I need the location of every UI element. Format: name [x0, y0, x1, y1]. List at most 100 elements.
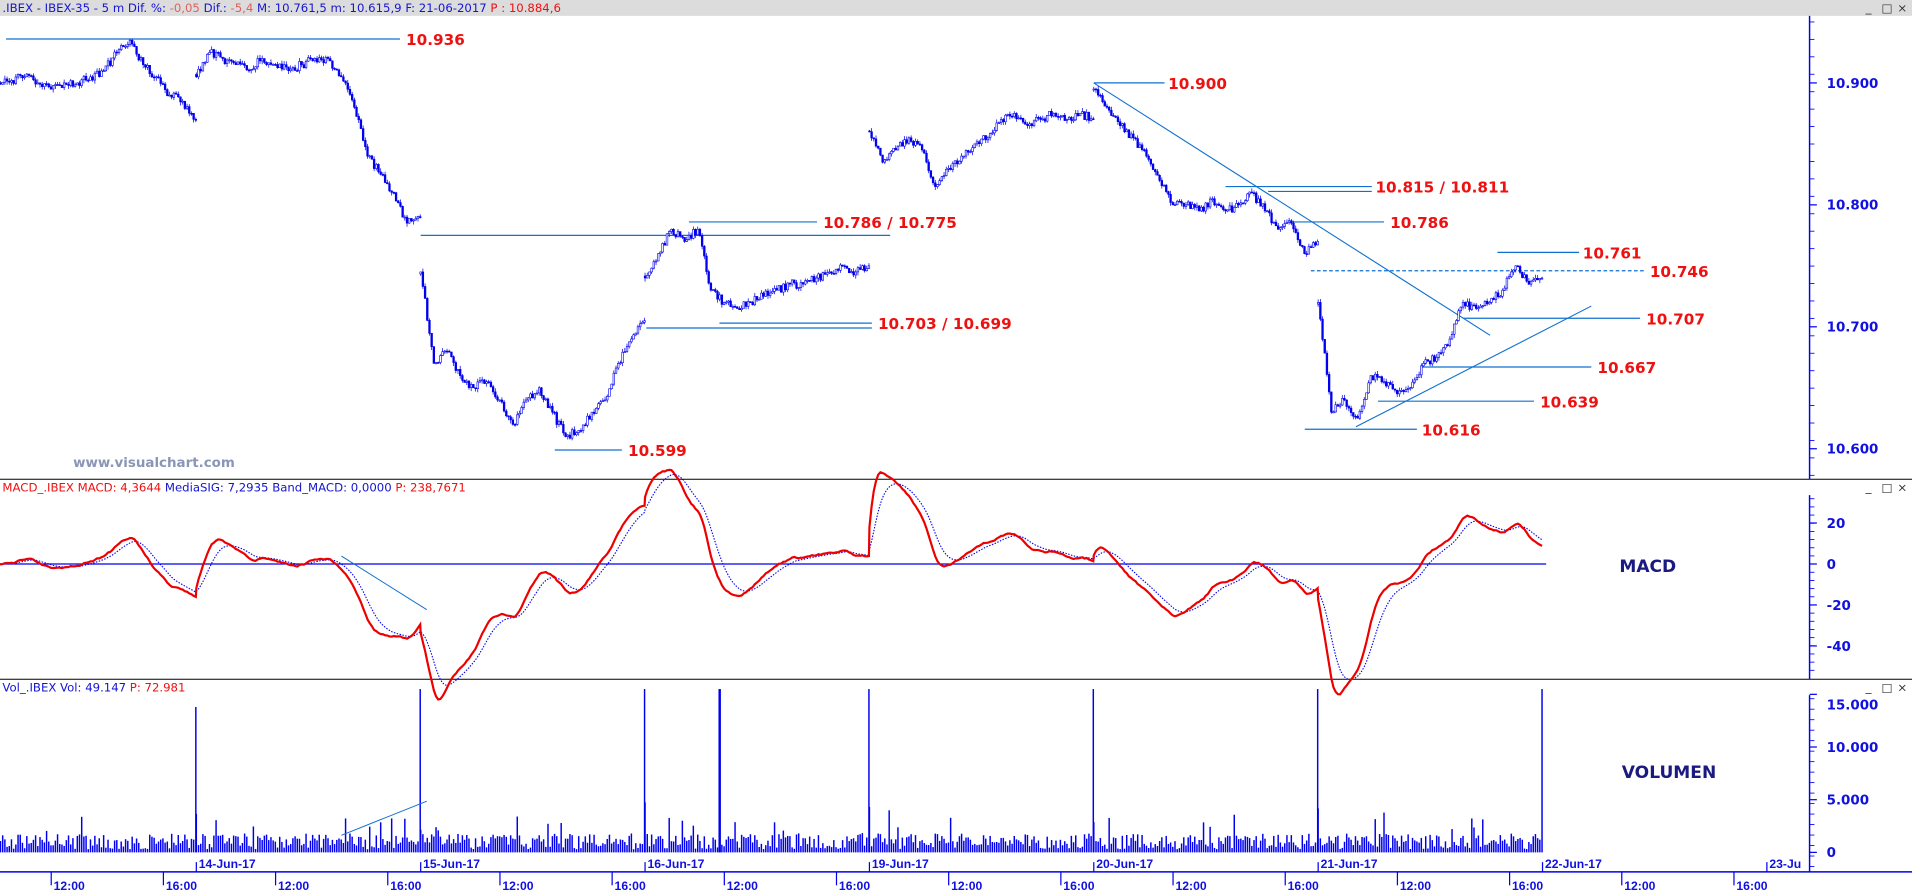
candle-body: [1494, 292, 1498, 300]
volume-bar: [1130, 837, 1132, 853]
candle-body: [1035, 117, 1038, 122]
candle: [443, 349, 446, 355]
candle: [150, 71, 154, 78]
candle-body: [782, 283, 785, 293]
volume-bar: [1482, 819, 1484, 853]
candle-body: [1026, 123, 1029, 126]
candle-body: [181, 100, 184, 103]
candle: [1369, 375, 1372, 385]
candle-body: [940, 176, 944, 181]
candle-body: [1092, 88, 1095, 91]
volume-bar: [406, 837, 408, 853]
candle-body: [1516, 265, 1520, 268]
volume-bar: [477, 846, 479, 853]
candle-body: [762, 292, 765, 297]
candle: [1453, 323, 1456, 338]
candle: [643, 272, 647, 282]
candle-body: [1334, 404, 1337, 413]
volume-bar: [1541, 689, 1543, 853]
volume-bar: [74, 848, 76, 853]
candle-body: [1437, 352, 1441, 358]
candle: [1138, 142, 1142, 149]
volume-bar: [1321, 845, 1324, 853]
candle-body: [1134, 137, 1137, 140]
candle-body: [1486, 300, 1489, 305]
candle: [491, 384, 495, 395]
candle: [1389, 380, 1392, 385]
candle: [601, 398, 605, 403]
volume-bar: [969, 839, 972, 853]
candle: [434, 362, 438, 365]
candle-body: [1143, 149, 1146, 151]
candle: [478, 377, 482, 384]
time-label: 12:00: [1624, 879, 1655, 892]
date-label: 23-Ju: [1769, 857, 1801, 871]
candle-body: [480, 379, 484, 382]
volume-bar: [76, 835, 79, 853]
candle: [907, 136, 911, 145]
candle-body: [1092, 118, 1095, 121]
candle-body: [830, 271, 833, 274]
candle: [117, 48, 121, 55]
candle: [1499, 294, 1502, 298]
volume-bar: [1343, 841, 1346, 853]
candle: [190, 111, 193, 116]
close-button[interactable]: ×: [1897, 1, 1907, 15]
y-tick-label: 10.700: [1827, 321, 1879, 336]
candle: [1446, 343, 1449, 347]
candle: [322, 56, 325, 66]
candle-body: [163, 83, 167, 90]
volume-bar: [131, 836, 133, 853]
candle-body: [179, 96, 182, 103]
level-label: 10.639: [1540, 393, 1599, 411]
maximize-button[interactable]: □: [1882, 1, 1893, 15]
volume-bar: [83, 836, 85, 853]
volume-bar: [1187, 837, 1189, 853]
candle-body: [76, 82, 79, 86]
macd-p-value: P: 238,7671: [395, 480, 465, 494]
candle: [221, 56, 224, 62]
close-button[interactable]: ×: [1897, 680, 1907, 694]
volume-bar: [483, 841, 486, 853]
candle-body: [483, 379, 486, 384]
volume-bar: [285, 839, 288, 853]
candle: [1428, 360, 1432, 367]
volume-bar: [784, 837, 787, 853]
volume-bar: [1255, 836, 1257, 853]
volume-bar: [758, 847, 760, 853]
candle-body: [551, 405, 554, 413]
candle-body: [93, 72, 97, 81]
volume-bar: [1525, 849, 1528, 853]
candle: [905, 136, 908, 145]
candle: [355, 105, 358, 117]
minimize-button[interactable]: _: [1865, 1, 1872, 15]
candle: [372, 156, 376, 172]
candle-body: [1479, 305, 1482, 309]
minimize-button[interactable]: _: [1865, 480, 1872, 494]
volume-bar: [270, 837, 272, 853]
volume-bar: [388, 841, 391, 853]
minimize-button[interactable]: _: [1865, 680, 1872, 694]
maximize-button[interactable]: □: [1882, 680, 1893, 694]
candle: [269, 59, 273, 66]
candle-body: [810, 276, 814, 281]
candle-body: [773, 288, 776, 292]
candle-body: [1446, 344, 1449, 347]
candle-body: [311, 58, 314, 62]
volume-bar: [1268, 845, 1271, 853]
candle-body: [19, 74, 22, 76]
candle-body: [452, 356, 455, 363]
volume-bar: [529, 847, 532, 853]
candle-body: [307, 57, 310, 62]
candle: [1406, 385, 1410, 393]
volume-bar: [817, 835, 820, 853]
candle: [971, 144, 974, 156]
candle-body: [927, 161, 930, 171]
candle-body: [599, 401, 602, 404]
candle: [716, 289, 719, 303]
dif-value: -5,4: [230, 1, 257, 15]
candle: [194, 117, 197, 123]
maximize-button[interactable]: □: [1882, 480, 1893, 494]
close-button[interactable]: ×: [1897, 480, 1907, 494]
candle-body: [1145, 149, 1148, 157]
